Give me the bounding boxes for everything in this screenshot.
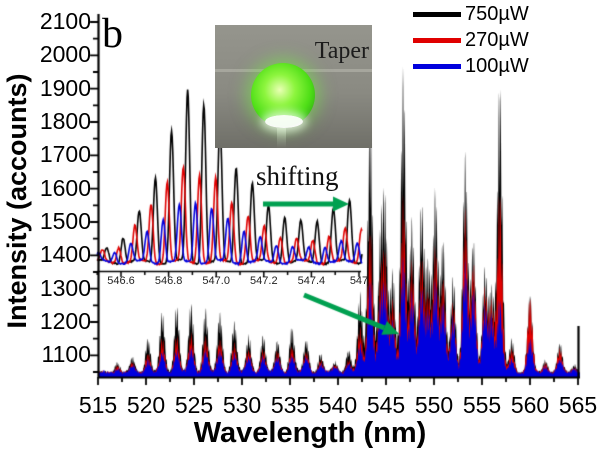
panel-label: b — [102, 11, 123, 57]
legend-label-750uW: 750µW — [465, 2, 529, 25]
taper-photo: Taper — [215, 25, 372, 148]
taper-label: Taper — [314, 38, 369, 64]
legend-item-100uW: 100µW — [413, 53, 529, 79]
fiber-stem — [277, 128, 286, 148]
x-axis-title: Wavelength (nm) — [193, 417, 427, 449]
legend: 750µW 270µW 100µW — [413, 1, 529, 79]
legend-line-swatch-750uW — [413, 11, 461, 17]
legend-label-100uW: 100µW — [465, 54, 529, 77]
legend-item-270uW: 270µW — [413, 27, 529, 53]
microsphere-bright-spot — [265, 115, 303, 128]
legend-line-swatch-100uW — [413, 63, 461, 69]
legend-line-swatch-270uW — [413, 37, 461, 43]
legend-item-750uW: 750µW — [413, 1, 529, 27]
y-axis-title: Intensity (accounts) — [2, 73, 32, 329]
shifting-annotation: shifting — [256, 161, 339, 191]
legend-label-270uW: 270µW — [465, 28, 529, 51]
